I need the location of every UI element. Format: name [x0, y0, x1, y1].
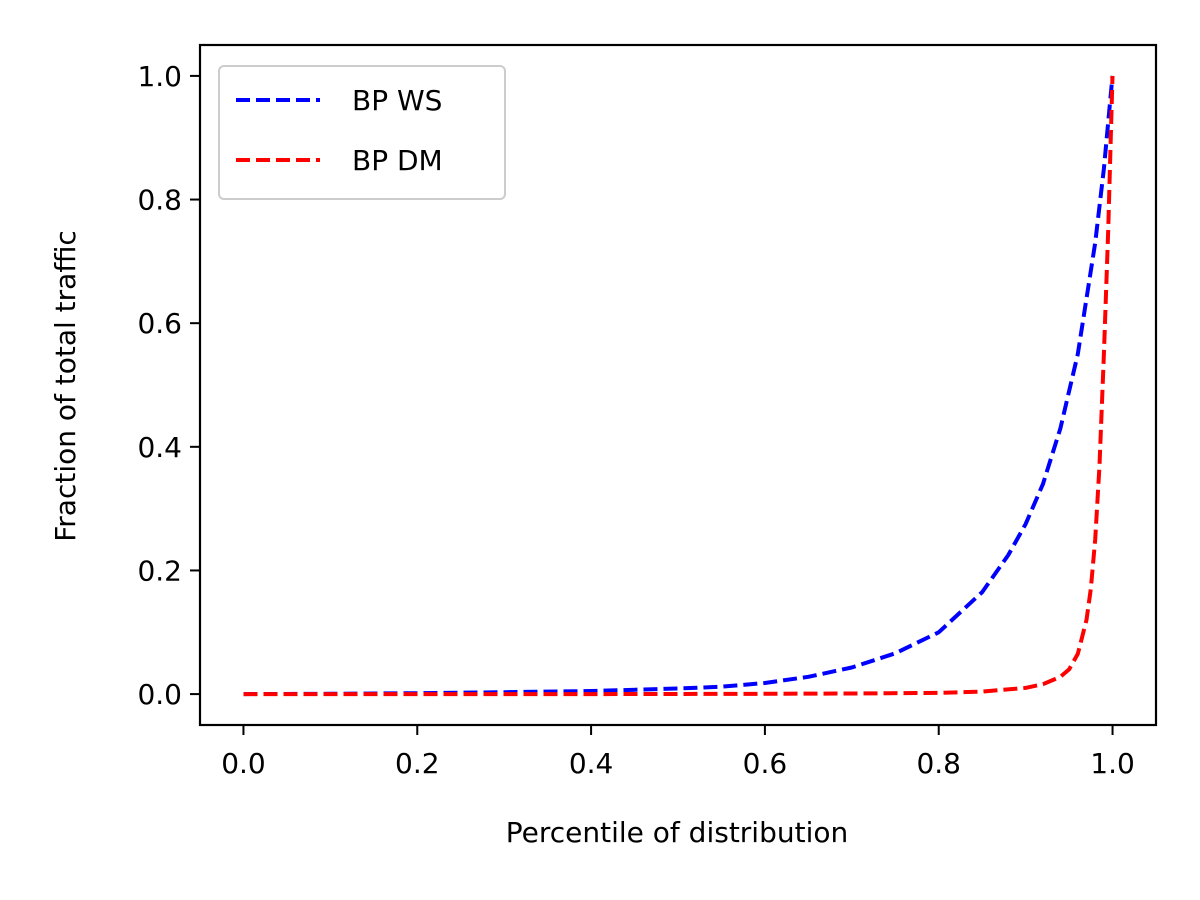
x-tick-label: 0.4	[569, 747, 614, 780]
x-tick-label: 0.0	[221, 747, 266, 780]
legend-entries: BP WS BP DM	[236, 84, 443, 177]
axes-frame	[198, 43, 1158, 727]
x-tick-label: 1.0	[1090, 747, 1135, 780]
x-axis-title: Percentile of distribution	[506, 816, 849, 849]
series-line-2	[243, 75, 1115, 697]
x-tick-label: 0.8	[916, 747, 961, 780]
y-tick-label: 0.8	[137, 184, 182, 217]
y-axis: 0.0 0.2 0.4 0.6 0.8 1.0	[137, 60, 200, 711]
y-tick-label: 0.4	[137, 431, 182, 464]
x-tick-label: 0.6	[743, 747, 788, 780]
legend-frame	[218, 65, 506, 200]
series-line-1	[243, 75, 1115, 697]
legend-label: BP DM	[352, 144, 443, 177]
x-axis: 0.0 0.2 0.4 0.6 0.8 1.0	[221, 725, 1135, 780]
x-tick-label: 0.2	[395, 747, 440, 780]
y-tick-label: 1.0	[137, 60, 182, 93]
plot-area	[198, 43, 1158, 727]
legend-label: BP WS	[352, 84, 442, 117]
series-layer	[243, 75, 1115, 697]
y-tick-label: 0.0	[137, 678, 182, 711]
y-tick-label: 0.6	[137, 307, 182, 340]
y-axis-title: Fraction of total traffic	[49, 230, 82, 542]
y-tick-label: 0.2	[137, 554, 182, 587]
legend: BP WS BP DM	[218, 65, 506, 200]
